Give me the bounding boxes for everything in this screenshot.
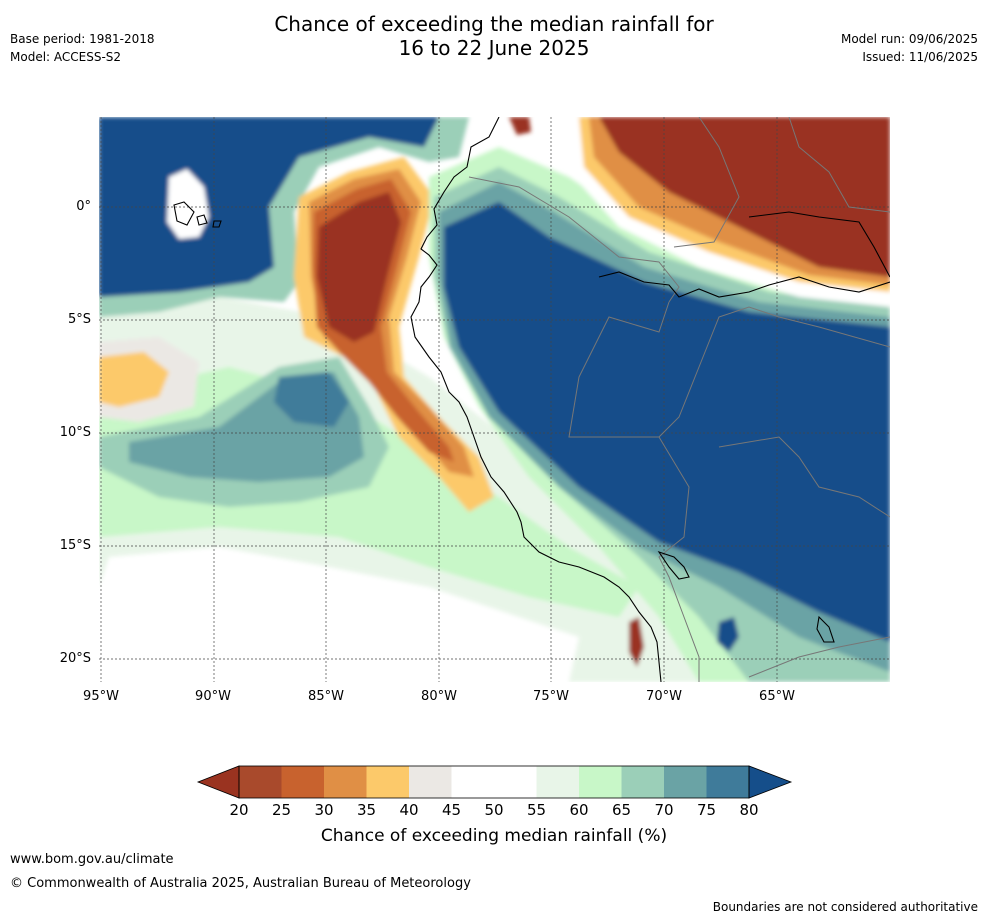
- rainfall-map: [99, 117, 890, 682]
- colorbar-label: Chance of exceeding median rainfall (%): [320, 826, 668, 846]
- region-central-very-wet: [274, 372, 349, 427]
- lat-label-0: 0°: [76, 199, 91, 214]
- border-peru-brazil: [568, 301, 890, 438]
- colorbar-tick-60: 60: [569, 801, 589, 819]
- lat-label-5s: 5°S: [67, 312, 91, 327]
- footer-copyright: © Commonwealth of Australia 2025, Austra…: [10, 876, 471, 891]
- lon-label-85w: 85°W: [308, 689, 344, 704]
- coastline-marañon-river: [598, 271, 890, 298]
- colorbar-bin-35-40: [366, 766, 410, 798]
- region-northeast-very-dry: [599, 117, 890, 277]
- region-continent-extremely-wet: [444, 202, 890, 642]
- border-peru-bolivia: [658, 436, 700, 682]
- colorbar-tick-80: 80: [739, 801, 759, 819]
- map-title: Chance of exceeding the median rainfall …: [0, 12, 988, 60]
- footer-url[interactable]: www.bom.gov.au/climate: [10, 852, 174, 867]
- region-coastal-very-dry: [317, 192, 401, 342]
- lake-titicaca: [657, 550, 690, 580]
- colorbar-low-extend: [196, 765, 240, 799]
- colorbar-bins: [239, 766, 750, 798]
- region-southern-dry-spot: [629, 617, 644, 667]
- coastline-pacific: [410, 117, 662, 682]
- border-bolivia-paraguay: [748, 636, 890, 678]
- region-southern-wet-spot: [717, 617, 739, 652]
- colorbar-tick-30: 30: [314, 801, 334, 819]
- lon-label-65w: 65°W: [759, 689, 795, 704]
- colorbar-frame: [238, 765, 750, 799]
- colorbar-tick-20: 20: [229, 801, 249, 819]
- probability-regions: [99, 117, 890, 682]
- lat-label-20s: 20°S: [59, 651, 91, 666]
- colorbar-bin-70-75: [664, 766, 707, 798]
- model-name: Model: ACCESS-S2: [10, 50, 122, 64]
- colorbar-bin-50-55: [494, 766, 537, 798]
- colorbar-tick-70: 70: [654, 801, 674, 819]
- lat-label-15s: 15°S: [59, 538, 91, 553]
- colorbar-bin-65-70: [621, 766, 665, 798]
- lon-label-75w: 75°W: [533, 689, 569, 704]
- title-line-1: Chance of exceeding the median rainfall …: [274, 12, 714, 36]
- colorbar-tick-35: 35: [356, 801, 377, 819]
- colorbar-tick-45: 45: [441, 801, 462, 819]
- galapagos-islands: [173, 201, 222, 228]
- region-far-north-dry-spot: [509, 117, 531, 135]
- colorbar-tick-50: 50: [484, 801, 504, 819]
- region-south-neutral: [99, 547, 579, 682]
- colorbar-tick-65: 65: [611, 801, 632, 819]
- lon-label-80w: 80°W: [421, 689, 457, 704]
- lon-label-95w: 95°W: [83, 689, 119, 704]
- colorbar-bin-60-65: [579, 766, 622, 798]
- colorbar-bin-30-35: [324, 766, 367, 798]
- title-line-2: 16 to 22 June 2025: [398, 36, 590, 60]
- coastline: [173, 117, 890, 682]
- colorbar-bin-40-45: [409, 766, 452, 798]
- colorbar-tick-25: 25: [271, 801, 292, 819]
- border-venezuela-brazil: [788, 117, 890, 213]
- colorbar-tick-40: 40: [399, 801, 419, 819]
- border-bolivia-brazil: [718, 436, 890, 518]
- country-borders: [468, 117, 890, 682]
- colorbar-bin-45-50: [451, 766, 495, 798]
- colorbar-high-extend: [748, 765, 793, 799]
- model-run: Model run: 09/06/2025: [840, 32, 978, 46]
- coastline-putumayo-river: [748, 211, 890, 278]
- colorbar-bin-20-25: [239, 766, 282, 798]
- lat-label-10s: 10°S: [59, 425, 91, 440]
- footer-disclaimer: Boundaries are not considered authoritat…: [712, 900, 978, 914]
- border-colombia-ecuador-peru: [468, 176, 680, 303]
- colorbar-bin-55-60: [536, 766, 580, 798]
- lon-label-70w: 70°W: [646, 689, 682, 704]
- lake-poopo: [816, 615, 835, 643]
- colorbar-bin-75-80: [706, 766, 750, 798]
- rainfall-map-svg: [99, 117, 890, 682]
- issued-date: Issued: 11/06/2025: [862, 50, 978, 64]
- lon-label-90w: 90°W: [195, 689, 231, 704]
- colorbar-tick-55: 55: [526, 801, 547, 819]
- colorbar-bin-25-30: [281, 766, 325, 798]
- base-period: Base period: 1981-2018: [10, 32, 155, 46]
- region-west-slightly-dry: [99, 352, 169, 407]
- colorbar-tick-75: 75: [696, 801, 717, 819]
- colorbar: [196, 765, 793, 799]
- border-colombia-venezuela: [673, 117, 740, 248]
